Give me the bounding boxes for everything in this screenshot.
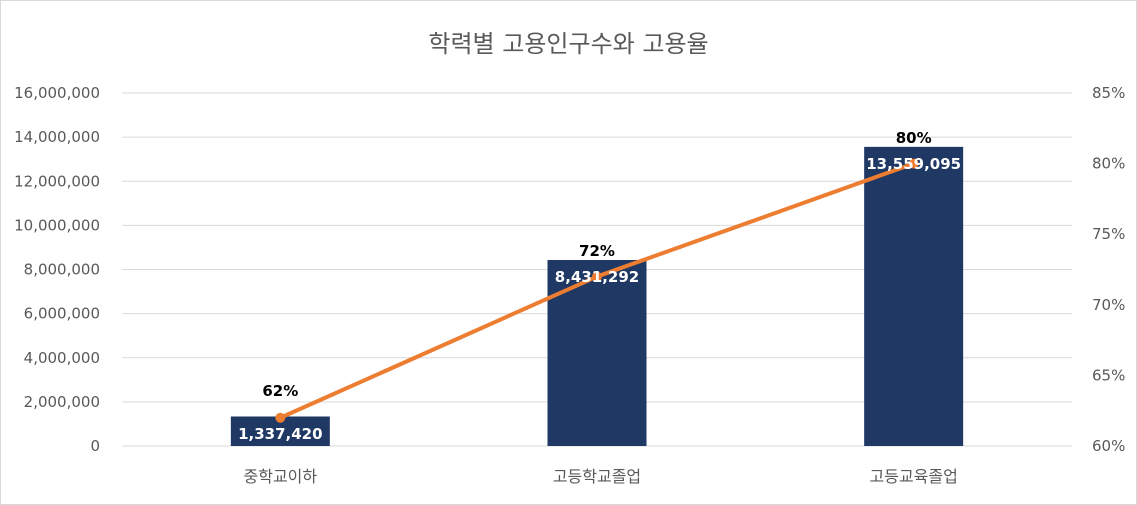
y-left-tick-label: 4,000,000: [24, 349, 100, 367]
line-data-label: 72%: [579, 242, 615, 260]
bar-data-label: 1,337,420: [238, 425, 322, 443]
y-left-tick-label: 2,000,000: [24, 393, 100, 411]
chart-title: 학력별 고용인구수와 고용율: [428, 30, 709, 58]
y-left-tick-label: 16,000,000: [14, 84, 100, 102]
y-right-tick-label: 80%: [1092, 155, 1125, 173]
x-tick-label: 고등학교졸업: [553, 467, 641, 486]
bar: [864, 146, 964, 446]
y-left-tick-label: 6,000,000: [24, 305, 100, 323]
line-point: [592, 271, 602, 282]
y-right-tick-label: 75%: [1092, 225, 1125, 243]
x-tick-label: 중학교이하: [244, 467, 318, 486]
y-right-tick-label: 65%: [1092, 366, 1125, 384]
y-left-tick-label: 12,000,000: [14, 172, 100, 190]
bar-data-label: 13,559,095: [866, 155, 961, 173]
x-tick-label: 고등교육졸업: [870, 467, 958, 486]
bar-data-label: 8,431,292: [555, 268, 639, 286]
bar: [547, 259, 647, 446]
y-right-tick-label: 85%: [1092, 84, 1125, 102]
y-right-tick-label: 70%: [1092, 296, 1125, 314]
y-left-tick-label: 10,000,000: [14, 216, 100, 234]
y-right-tick-label: 60%: [1092, 437, 1125, 455]
y-left-tick-label: 0: [90, 437, 100, 455]
y-left-tick-label: 8,000,000: [24, 261, 100, 279]
line-point: [908, 158, 919, 169]
y-left-tick-label: 14,000,000: [14, 128, 100, 146]
line-data-label: 80%: [896, 129, 932, 147]
line-point: [275, 412, 286, 423]
line-data-label: 62%: [262, 382, 298, 400]
